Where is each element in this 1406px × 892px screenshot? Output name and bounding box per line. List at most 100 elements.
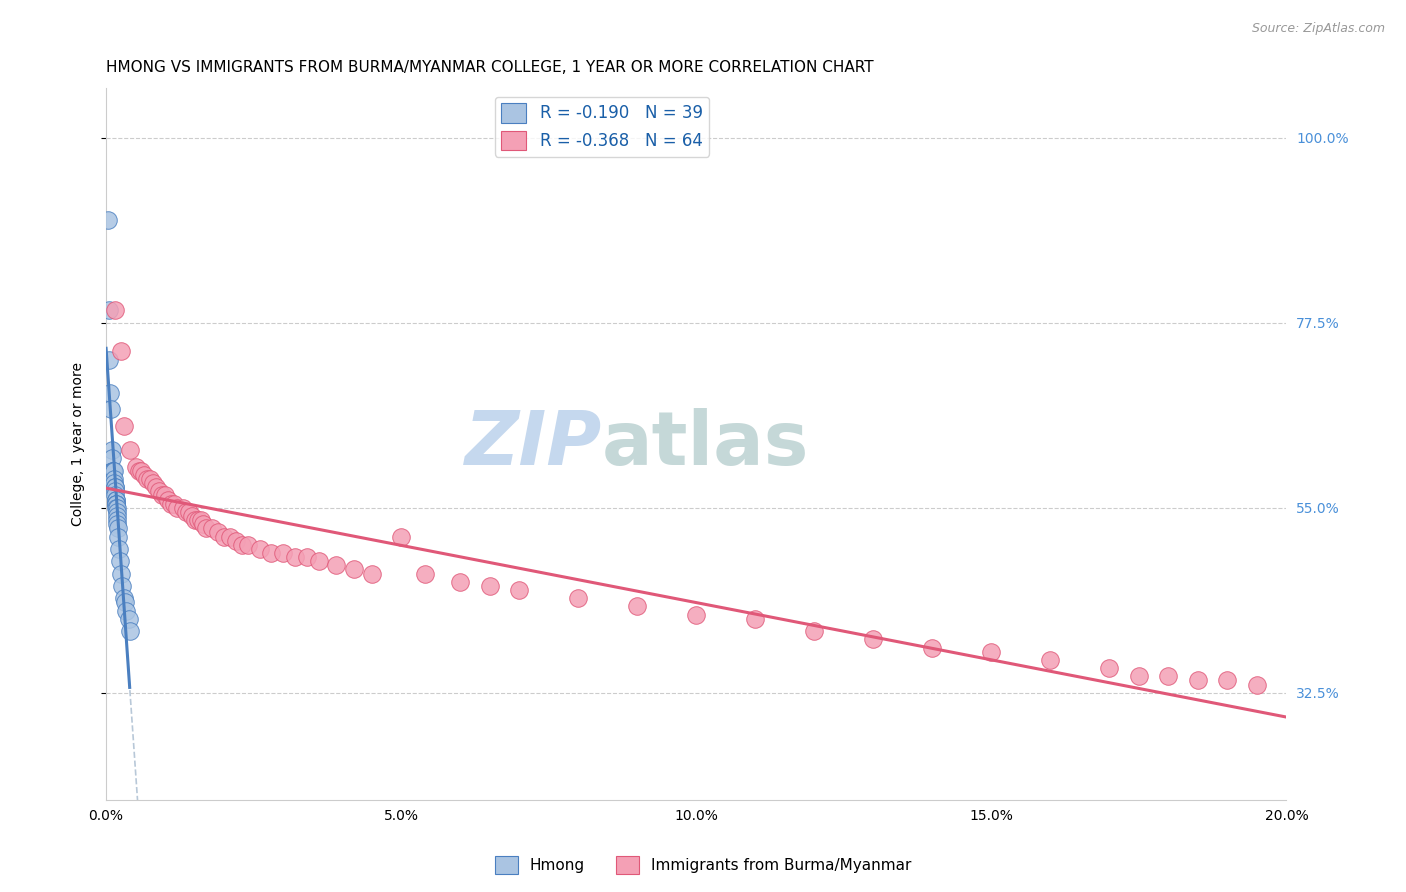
Point xyxy=(260,546,283,560)
Point xyxy=(190,513,212,527)
Text: Source: ZipAtlas.com: Source: ZipAtlas.com xyxy=(1251,22,1385,36)
Point xyxy=(107,530,129,544)
Legend: R = -0.190   N = 39, R = -0.368   N = 64: R = -0.190 N = 39, R = -0.368 N = 64 xyxy=(495,96,709,157)
Point xyxy=(180,508,202,523)
Legend: Hmong, Immigrants from Burma/Myanmar: Hmong, Immigrants from Burma/Myanmar xyxy=(489,850,917,880)
Point xyxy=(744,612,766,626)
Point xyxy=(105,497,128,511)
Point xyxy=(112,418,135,433)
Point xyxy=(187,513,209,527)
Point xyxy=(862,632,884,647)
Point xyxy=(107,521,129,535)
Point xyxy=(626,599,648,614)
Point xyxy=(98,303,121,318)
Point xyxy=(103,464,125,478)
Point xyxy=(105,513,128,527)
Point xyxy=(212,530,235,544)
Point xyxy=(1039,653,1062,667)
Point xyxy=(207,525,229,540)
Point xyxy=(117,612,139,626)
Point xyxy=(105,505,128,519)
Point xyxy=(150,488,173,502)
Point xyxy=(195,521,218,535)
Point xyxy=(104,488,127,502)
Point xyxy=(118,443,141,458)
Point xyxy=(308,554,330,568)
Point xyxy=(131,464,153,478)
Point xyxy=(325,558,347,573)
Point xyxy=(105,517,128,532)
Point xyxy=(295,550,318,565)
Point xyxy=(360,566,382,581)
Point xyxy=(101,464,124,478)
Point xyxy=(921,640,943,655)
Point xyxy=(101,464,124,478)
Point xyxy=(225,533,247,548)
Point xyxy=(567,591,589,606)
Text: ZIP: ZIP xyxy=(464,408,602,481)
Point xyxy=(201,521,224,535)
Point xyxy=(112,591,135,606)
Point xyxy=(1216,673,1239,688)
Point xyxy=(104,480,127,494)
Point xyxy=(153,488,176,502)
Point xyxy=(249,541,271,556)
Point xyxy=(101,464,124,478)
Point xyxy=(108,541,131,556)
Point xyxy=(124,459,146,474)
Point xyxy=(97,212,120,227)
Point xyxy=(105,508,128,523)
Text: atlas: atlas xyxy=(602,408,810,481)
Point xyxy=(104,492,127,507)
Point xyxy=(104,484,127,499)
Point xyxy=(108,554,131,568)
Point xyxy=(231,538,253,552)
Point xyxy=(478,579,501,593)
Point xyxy=(389,530,412,544)
Point xyxy=(105,497,128,511)
Point xyxy=(110,566,132,581)
Point xyxy=(105,500,128,515)
Point xyxy=(685,607,707,622)
Point xyxy=(271,546,294,560)
Point xyxy=(110,344,132,359)
Point xyxy=(1128,669,1150,683)
Point xyxy=(103,476,125,491)
Point xyxy=(980,645,1002,659)
Point xyxy=(103,472,125,486)
Point xyxy=(118,624,141,639)
Point xyxy=(114,595,136,609)
Point xyxy=(343,562,366,576)
Point xyxy=(177,505,200,519)
Point xyxy=(134,467,156,482)
Point xyxy=(98,352,121,367)
Point xyxy=(145,480,167,494)
Point xyxy=(1157,669,1180,683)
Point xyxy=(136,472,159,486)
Point xyxy=(101,443,124,458)
Point xyxy=(413,566,436,581)
Point xyxy=(1187,673,1209,688)
Point xyxy=(115,604,138,618)
Point xyxy=(166,500,188,515)
Point xyxy=(219,530,242,544)
Point xyxy=(104,303,127,318)
Y-axis label: College, 1 year or more: College, 1 year or more xyxy=(72,362,86,526)
Point xyxy=(111,579,134,593)
Point xyxy=(172,500,194,515)
Point xyxy=(183,513,205,527)
Point xyxy=(105,497,128,511)
Point xyxy=(1246,677,1268,691)
Point xyxy=(449,574,471,589)
Point xyxy=(174,505,197,519)
Point xyxy=(163,497,186,511)
Point xyxy=(236,538,259,552)
Point xyxy=(104,480,127,494)
Point xyxy=(148,484,170,499)
Point xyxy=(142,476,165,491)
Point xyxy=(139,472,162,486)
Point xyxy=(101,451,124,466)
Point xyxy=(284,550,307,565)
Point xyxy=(100,402,122,417)
Point xyxy=(803,624,825,639)
